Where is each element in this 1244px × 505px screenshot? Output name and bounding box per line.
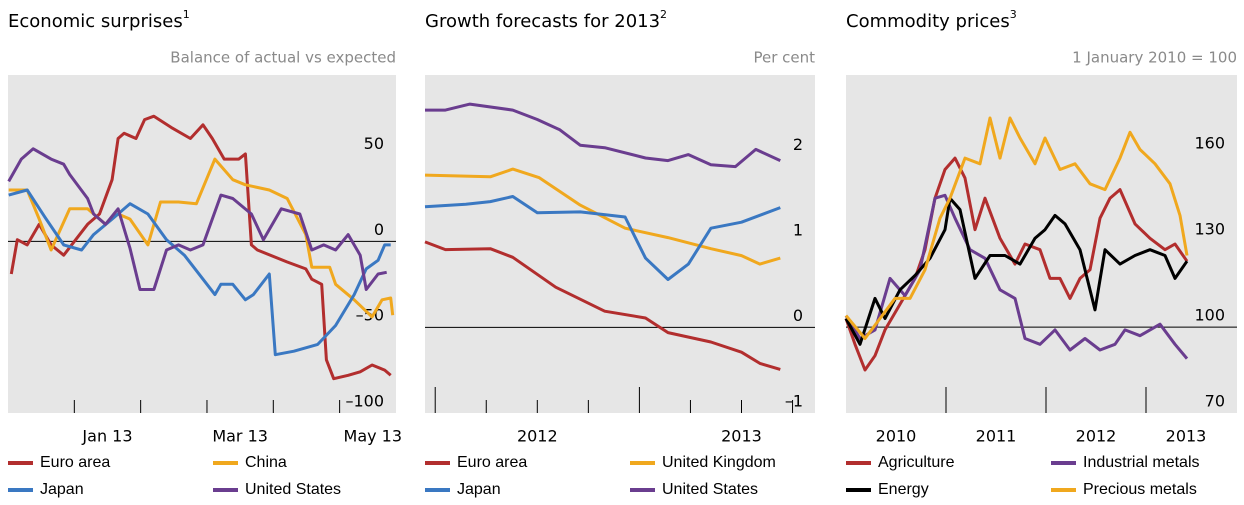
x-tick-label: May 13	[344, 427, 403, 446]
x-tick-label: 2012	[1076, 427, 1117, 446]
legend-label: Energy	[878, 481, 929, 498]
title-note: 2	[660, 8, 667, 21]
series-line	[424, 240, 781, 371]
series-line	[7, 147, 387, 291]
series-line	[8, 157, 395, 319]
legend-label: United States	[662, 481, 758, 498]
legend-label: Industrial metals	[1083, 454, 1200, 471]
series-line	[424, 167, 781, 266]
y-tick-label: 160	[1194, 134, 1225, 153]
y-tick-label: 1	[793, 220, 803, 239]
y-tick-label: 0	[374, 220, 384, 239]
y-tick-label: 0	[793, 306, 803, 325]
y-tick-label: 70	[1205, 392, 1225, 411]
y-tick-label: 130	[1194, 220, 1225, 239]
panel: Economic surprises1 Balance of actual vs …	[7, 8, 403, 498]
legend-label: China	[245, 454, 287, 471]
panel-title: Economic surprises1	[8, 8, 190, 32]
plot-area	[846, 75, 1237, 413]
series-line	[8, 188, 391, 357]
x-tick-label: 2012	[517, 427, 558, 446]
series-line	[844, 156, 1189, 372]
panel-title: Growth forecasts for 20132	[425, 8, 667, 32]
y-tick-label: 100	[1194, 306, 1225, 325]
series-line	[424, 195, 781, 281]
x-tick-label: 2013	[1166, 427, 1207, 446]
y-axis-unit: Per cent	[753, 49, 815, 67]
legend-label: United States	[245, 481, 341, 498]
series-line	[844, 193, 1189, 360]
title-text: Economic surprises	[8, 11, 183, 32]
legend-label: Japan	[40, 481, 84, 498]
series-line	[425, 102, 781, 169]
y-tick-label: 50	[364, 134, 384, 153]
series-line	[9, 114, 392, 381]
x-tick-label: 2013	[721, 427, 762, 446]
panel-title: Commodity prices3	[846, 8, 1017, 32]
legend-label: Agriculture	[878, 454, 955, 471]
title-text: Commodity prices	[846, 11, 1010, 32]
legend-label: Precious metals	[1083, 481, 1197, 498]
y-tick-label: 2	[793, 135, 803, 154]
series-line	[844, 196, 1189, 346]
legend-label: Japan	[457, 481, 501, 498]
x-tick-label: Mar 13	[212, 427, 268, 446]
series-line	[844, 116, 1189, 340]
panel: Commodity prices3 1 January 2010 = 100 160…	[844, 8, 1237, 498]
legend-label: Euro area	[40, 454, 110, 471]
y-tick-label: –1	[785, 392, 803, 411]
x-tick-label: Jan 13	[81, 427, 132, 446]
title-note: 3	[1010, 8, 1017, 21]
legend-label: United Kingdom	[662, 454, 776, 471]
x-tick-label: 2011	[976, 427, 1017, 446]
legend-label: Euro area	[457, 454, 527, 471]
x-tick-label: 2010	[876, 427, 917, 446]
title-text: Growth forecasts for 2013	[425, 11, 660, 32]
y-tick-label: –100	[345, 392, 384, 411]
y-axis-unit: Balance of actual vs expected	[170, 49, 396, 67]
title-note: 1	[183, 8, 190, 21]
y-axis-unit: 1 January 2010 = 100	[1072, 49, 1237, 67]
